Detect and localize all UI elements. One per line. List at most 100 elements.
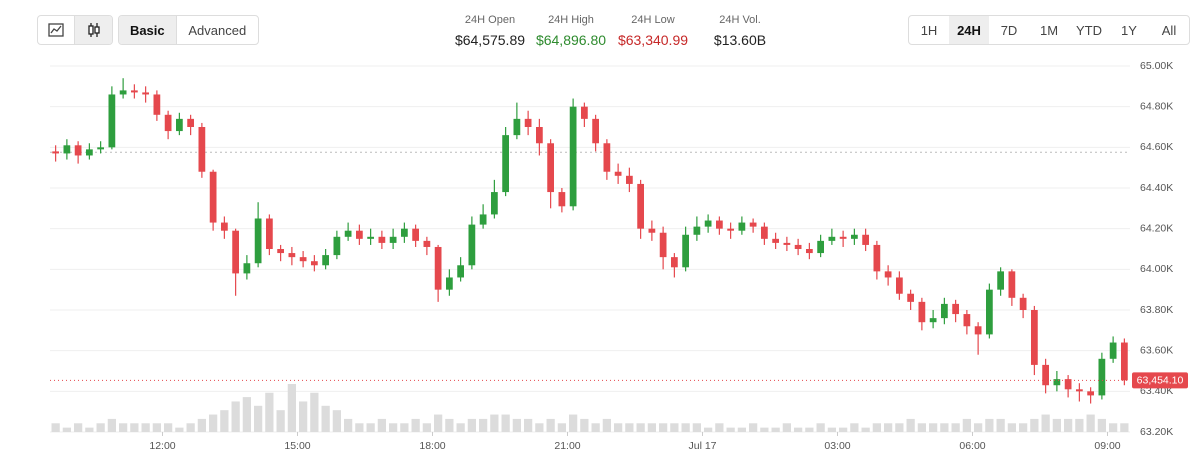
candle-body xyxy=(52,151,59,154)
y-tick-label: 63.60K xyxy=(1140,344,1173,356)
x-tick-label: 18:00 xyxy=(419,440,445,452)
candle-body xyxy=(479,214,487,225)
candle-body xyxy=(941,303,948,319)
volume-bar xyxy=(377,418,386,432)
volume-bar xyxy=(85,427,94,432)
candle-body xyxy=(603,143,611,172)
candle-body xyxy=(333,236,341,256)
volume-bar xyxy=(681,423,690,432)
line-icon xyxy=(48,23,64,37)
candle-body xyxy=(1031,310,1038,365)
candle-body xyxy=(614,171,622,176)
candle-body xyxy=(794,244,802,249)
timeframe-tab[interactable]: 7D xyxy=(1000,22,1018,38)
timeframe-tabs: 1H 24H 7D 1M YTD 1Y All xyxy=(908,15,1190,45)
stat: 24H Low $63,340.99 xyxy=(603,14,703,48)
volume-bar xyxy=(186,423,195,432)
y-tick-label: 64.60K xyxy=(1140,141,1173,153)
volume-bar xyxy=(1086,414,1095,432)
volume-bar xyxy=(366,423,375,432)
x-tick-label: 06:00 xyxy=(959,440,985,452)
candle-body xyxy=(164,114,172,132)
volume-bar xyxy=(231,401,240,432)
candle-body xyxy=(558,192,566,207)
volume-bar xyxy=(726,427,735,432)
candle-body xyxy=(378,236,386,243)
volume-bar xyxy=(175,427,184,432)
volume-bar xyxy=(861,427,870,432)
volume-bar xyxy=(1075,418,1084,432)
timeframe-tab[interactable]: All xyxy=(1161,22,1177,38)
volume-bar xyxy=(951,423,960,432)
volume-bar xyxy=(400,423,409,432)
candle-body xyxy=(502,135,509,193)
candle-chart-button[interactable] xyxy=(75,16,112,44)
candle-body xyxy=(288,253,296,258)
volume-bar xyxy=(242,397,251,432)
candle-body xyxy=(367,236,374,239)
candle-body xyxy=(356,230,363,239)
volume-bar xyxy=(996,418,1005,432)
volume-bar xyxy=(74,423,83,432)
candle-body xyxy=(491,192,498,215)
volume-bar xyxy=(782,423,791,432)
candle-body xyxy=(299,257,307,262)
candle-body xyxy=(581,106,588,119)
candle-body xyxy=(806,249,813,254)
volume-bar xyxy=(805,427,814,432)
candle-body xyxy=(716,220,723,229)
volume-bar xyxy=(254,405,263,432)
volume-bar xyxy=(591,423,600,432)
volume-bar xyxy=(1030,418,1039,432)
candle-body xyxy=(873,244,881,272)
candle-body xyxy=(389,236,397,243)
volume-bar xyxy=(974,423,983,432)
candle-body xyxy=(221,222,228,231)
timeframe-tab[interactable]: 1M xyxy=(1039,22,1059,38)
candle-body xyxy=(772,238,779,243)
volume-bar xyxy=(411,418,420,432)
candle-body xyxy=(412,228,419,241)
volume-bar xyxy=(647,423,656,432)
candle-body xyxy=(547,143,554,193)
candle-body xyxy=(524,118,532,127)
volume-bar xyxy=(827,427,836,432)
candle-body xyxy=(592,118,599,144)
x-tick-label: 15:00 xyxy=(284,440,310,452)
candle-body xyxy=(1008,271,1016,298)
candle-body xyxy=(963,314,971,327)
candle-body xyxy=(974,326,982,335)
chart-type-toggle xyxy=(37,15,113,45)
volume-bar xyxy=(1064,418,1073,432)
volume-bar xyxy=(962,418,971,432)
candle-body xyxy=(952,303,959,315)
candle-body xyxy=(997,271,1004,290)
candle-icon xyxy=(87,23,100,37)
volume-bar xyxy=(344,418,353,432)
timeframe-tab[interactable]: 1Y xyxy=(1121,22,1137,38)
stat-value: $13.60B xyxy=(713,32,767,48)
volume-bar xyxy=(445,418,454,432)
volume-bar xyxy=(557,423,566,432)
volume-bar xyxy=(704,427,713,432)
candle-body xyxy=(1019,297,1027,310)
timeframe-tab[interactable]: 1H xyxy=(920,22,938,38)
candle-body xyxy=(1064,379,1072,390)
candle-body xyxy=(1087,391,1094,396)
candle-body xyxy=(1076,389,1083,392)
stat-value: $64,575.89 xyxy=(454,32,526,48)
timeframe-tab[interactable]: 24H xyxy=(949,16,989,44)
volume-bar xyxy=(692,423,701,432)
candle-body xyxy=(986,289,993,335)
volume-bar xyxy=(715,423,724,432)
mode-tab[interactable]: Advanced xyxy=(188,22,247,38)
candle-body xyxy=(1042,364,1049,386)
x-tick-label: 21:00 xyxy=(554,440,580,452)
line-chart-button[interactable] xyxy=(38,16,75,44)
volume-bar xyxy=(434,414,443,432)
volume-bar xyxy=(152,423,161,432)
candle-body xyxy=(119,90,127,95)
timeframe-tab[interactable]: YTD xyxy=(1076,22,1102,38)
volume-bar xyxy=(130,423,139,432)
mode-tab[interactable]: Basic xyxy=(119,16,177,44)
